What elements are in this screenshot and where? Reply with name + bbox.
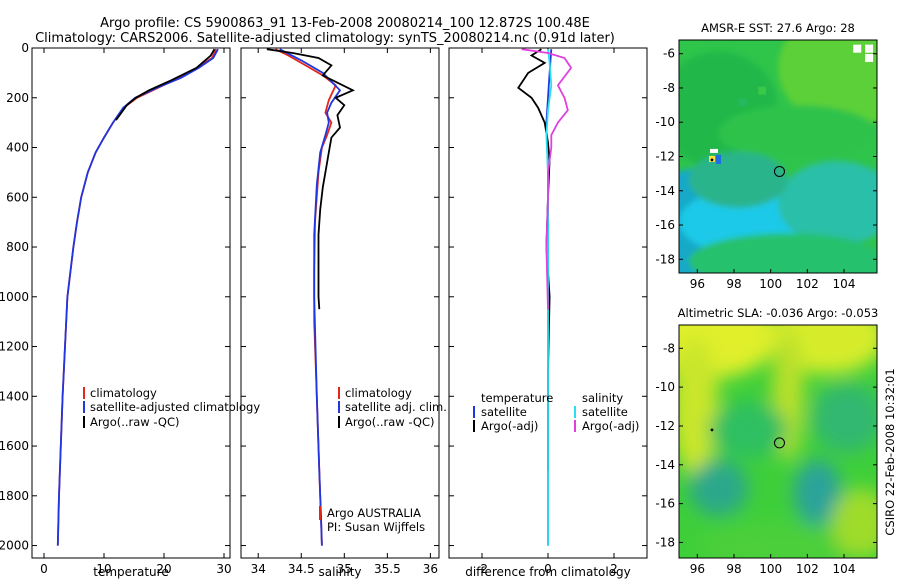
y-tick-label: -10	[655, 115, 675, 129]
legend-label: satellite adj. clim.	[345, 400, 447, 414]
x-tick-label: 102	[796, 562, 819, 576]
y-tick-label: 200	[6, 91, 29, 105]
series-line	[275, 48, 337, 546]
side-timestamp: CSIRO 22-Feb-2008 10:32:01	[883, 368, 897, 535]
x-tick-label: 98	[726, 277, 741, 291]
x-tick-label: 30	[216, 562, 231, 576]
x-tick-label: 36	[423, 562, 438, 576]
annotation-line-2: PI: Susan Wijffels	[327, 520, 425, 534]
header-line-1: Argo profile: CS 5900863_91 13-Feb-2008 …	[100, 16, 590, 31]
x-tick-label: 0	[40, 562, 48, 576]
y-tick-label: -14	[655, 458, 675, 472]
y-tick-label: 1800	[0, 489, 29, 503]
y-tick-label: -8	[663, 341, 675, 355]
legend-label: Argo(-adj)	[582, 419, 639, 433]
series-line	[521, 48, 573, 310]
sst-map-panel: AMSR-E SST: 27.6 Argo: 28 96 98 100 102 104 -6…	[655, 21, 878, 291]
map-frame	[678, 324, 878, 559]
y-tick-label: -18	[655, 252, 675, 266]
argo-marker	[710, 428, 714, 432]
map-title: AMSR-E SST: 27.6 Argo: 28	[701, 21, 855, 35]
y-tick-label: -12	[655, 419, 675, 433]
y-tick-label: 1000	[0, 290, 29, 304]
legend-label: satellite	[582, 405, 628, 419]
x-tick-label: 20	[156, 562, 171, 576]
series-line	[266, 48, 356, 310]
x-axis-label: difference from climatology	[465, 565, 631, 579]
x-tick-label: 35.5	[374, 562, 401, 576]
x-tick-label: 100	[759, 277, 782, 291]
y-tick-label: -8	[663, 81, 675, 95]
x-tick-label: 10	[96, 562, 111, 576]
y-tick-label: 600	[6, 190, 29, 204]
x-axis-label: temperature	[93, 565, 168, 579]
annotation-line-1: Argo AUSTRALIA	[327, 506, 421, 520]
x-tick-label: 104	[833, 277, 856, 291]
argo-cell	[716, 154, 721, 164]
salinity-panel: 34 34.5 35 35.5 36 salinity climatologysatelli…	[240, 47, 447, 579]
x-tick-label: 98	[726, 562, 741, 576]
series-line	[115, 48, 216, 121]
x-tick-label: -2	[476, 562, 488, 576]
y-tick-label: -12	[655, 150, 675, 164]
legend-label: satellite-adjusted climatology	[90, 400, 260, 414]
legend-label: Argo(..raw -QC)	[90, 415, 180, 429]
profile-location-marker	[773, 165, 785, 177]
temperature-panel: 0 10 20 30 0 200 400 600 800 1000 1200 1400 1600 1800…	[0, 41, 260, 579]
y-tick-label: -16	[655, 497, 675, 511]
y-tick-label: -6	[663, 47, 675, 61]
series-line	[545, 49, 553, 546]
x-tick-label: 34.5	[288, 562, 315, 576]
series-line	[279, 48, 342, 546]
map-title: Altimetric SLA: -0.036 Argo: -0.053	[678, 306, 879, 320]
legend-label: climatology	[345, 386, 412, 400]
y-tick-label: 1200	[0, 340, 29, 354]
x-tick-label: 0	[544, 562, 552, 576]
legend-label: Argo(..raw -QC)	[345, 415, 435, 429]
x-tick-label: 34	[251, 562, 266, 576]
y-tick-label: 400	[6, 141, 29, 155]
x-tick-label: 35	[337, 562, 352, 576]
x-tick-label: 102	[796, 277, 819, 291]
profile-location-marker	[773, 437, 785, 449]
y-tick-label: 1400	[0, 389, 29, 403]
x-tick-label: 96	[690, 562, 705, 576]
legend-label: satellite	[481, 405, 527, 419]
y-tick-label: 800	[6, 240, 29, 254]
y-tick-label: 1600	[0, 439, 29, 453]
x-axis-label: salinity	[318, 565, 361, 579]
y-tick-label: -18	[655, 535, 675, 549]
map-field	[679, 325, 877, 558]
legend-label: climatology	[90, 386, 157, 400]
axes-frame	[31, 47, 231, 559]
y-tick-label: -10	[655, 380, 675, 394]
sla-map-panel: Altimetric SLA: -0.036 Argo: -0.053 96 98 1…	[655, 306, 879, 576]
x-tick-label: 100	[759, 562, 782, 576]
y-tick-label: 2000	[0, 539, 29, 553]
y-tick-label: -14	[655, 184, 675, 198]
legend-header-salinity: salinity	[582, 391, 623, 405]
series-line	[56, 48, 218, 546]
y-tick-label: -16	[655, 218, 675, 232]
legend-header-temperature: temperature	[481, 391, 553, 405]
x-tick-label: 104	[833, 562, 856, 576]
header-line-2: Climatology: CARS2006. Satellite-adjuste…	[35, 31, 615, 46]
x-tick-label: 96	[690, 277, 705, 291]
series-line	[56, 48, 219, 546]
x-tick-label: 2	[610, 562, 618, 576]
y-tick-label: 0	[21, 41, 29, 55]
argo-marker	[710, 158, 714, 162]
argo-cell	[710, 148, 718, 153]
axes-frame	[240, 47, 440, 559]
map-field	[679, 40, 877, 273]
legend-label: Argo(-adj)	[481, 419, 538, 433]
